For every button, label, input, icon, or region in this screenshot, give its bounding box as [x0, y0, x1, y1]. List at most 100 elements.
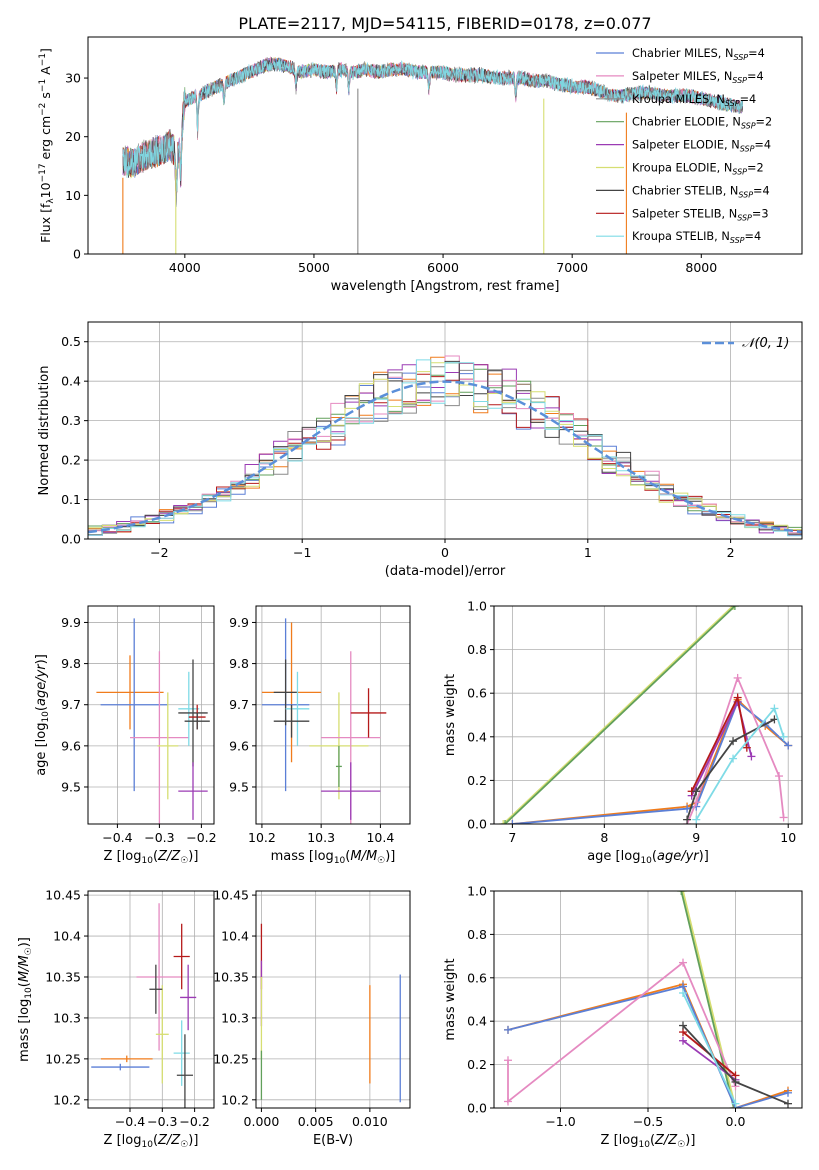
label-part: Salpeter MILES, N — [632, 70, 732, 83]
plot-area — [96, 618, 210, 824]
error-bar-point — [350, 688, 387, 738]
y-tick-label: 10.4 — [53, 929, 81, 944]
residual-histogram-panel: −2 −1 0 1 2 0.0 0.1 0.2 0.3 0.4 0.5 (data-model)/er… — [37, 321, 803, 579]
legend-entry: 𝒩(0, 1) — [742, 336, 789, 351]
label-part: Kroupa STELIB, N — [632, 230, 730, 243]
error-bar-point — [173, 923, 190, 990]
x-axis-label: wavelength [Angstrom, rest frame] — [331, 279, 560, 294]
y-tick-label: 10.2 — [53, 1092, 81, 1107]
x-tick-label: 9 — [692, 830, 700, 845]
label-part: −17 — [38, 163, 48, 182]
label-part: erg cm — [38, 116, 53, 164]
axes-frame — [493, 605, 803, 825]
label-part: 10 — [334, 856, 346, 866]
x-tick-label: 0 — [441, 545, 449, 560]
label-part: 10 — [38, 182, 53, 198]
label-part: SSP — [725, 99, 740, 108]
label-part: 10 — [640, 856, 652, 866]
error-bar-point — [100, 618, 168, 792]
y-axis-label: Flux [fλ10−17 erg cm−2 s−1 A−1] — [38, 48, 56, 243]
y-tick-label: 9.7 — [61, 697, 81, 712]
weight-series-line — [504, 606, 736, 824]
error-bar-point — [157, 692, 179, 800]
weight-series-line — [695, 706, 785, 821]
y-tick-label: 1.0 — [467, 884, 487, 899]
x-axis-label: Z [log10(Z/Z☉)] — [104, 849, 199, 866]
label-part: 10 — [24, 987, 34, 999]
plot-area — [504, 891, 792, 1108]
label-part: ( — [34, 706, 49, 711]
label-part: A — [38, 66, 53, 79]
label-part: 10 — [41, 711, 51, 723]
label-part: age [log — [587, 849, 640, 864]
plot-area — [261, 618, 387, 824]
label-part: Chabrier MILES, N — [632, 47, 733, 60]
label-part: SSP — [737, 213, 752, 222]
weight-series-line — [512, 700, 789, 824]
y-tick-label: 20 — [65, 129, 81, 144]
x-tick-label: 0.010 — [352, 1114, 388, 1129]
label-part: ☉ — [180, 856, 188, 866]
label-part: Z/Z — [157, 849, 181, 864]
axes-frame — [87, 890, 215, 1109]
x-axis-label: mass [log10(M/M☉)] — [271, 849, 396, 866]
label-part: =4 — [744, 230, 761, 243]
axes-frame — [87, 605, 215, 825]
label-part: Z/Z — [654, 1133, 678, 1148]
y-tick-label: 0.2 — [467, 773, 487, 788]
label-part: ☉ — [377, 856, 385, 866]
label-part: Z [log — [601, 1133, 639, 1148]
label-part: Chabrier ELODIE, N — [632, 116, 741, 129]
y-tick-label: 10.25 — [45, 1051, 81, 1066]
label-part: λ — [46, 198, 56, 204]
label-part: Flux [f — [38, 203, 53, 243]
label-part: Kroupa ELODIE, N — [632, 162, 732, 175]
x-tick-label: −0.3 — [144, 830, 174, 845]
y-tick-label: 0.5 — [61, 334, 81, 349]
y-tick-label: 0.4 — [61, 374, 81, 389]
label-part: SSP — [730, 236, 745, 245]
label-part: 10 — [141, 856, 153, 866]
x-tick-label: 2 — [727, 545, 735, 560]
y-tick-label: 30 — [65, 71, 81, 86]
mass-weight-vs-metallicity-panel: −1.0 −0.5 0.0 0.0 0.2 0.4 0.6 0.8 1.0 mass weight… — [443, 884, 803, 1150]
legend-entry: Chabrier MILES, NSSP=4 — [632, 47, 765, 62]
label-part: −1 — [38, 53, 48, 66]
error-bar-point — [285, 671, 310, 746]
label-part: s — [38, 92, 53, 103]
x-tick-label: 10 — [780, 830, 796, 845]
label-part: M/M — [17, 955, 32, 982]
label-part: )] — [34, 654, 49, 664]
mass-vs-metallicity-panel: −0.4 −0.3 −0.2 10.2 10.25 10.3 10.35 10.4 10.45 Z… — [17, 888, 215, 1150]
error-bar-point — [155, 985, 169, 1084]
y-axis-label: mass [log10(M/M☉)] — [17, 937, 34, 1062]
axes-frame — [87, 36, 803, 255]
label-part: age/yr — [34, 663, 49, 706]
x-tick-label: −0.2 — [179, 1114, 209, 1129]
x-tick-label: −0.5 — [633, 1114, 663, 1129]
x-tick-label: 0.000 — [244, 1114, 280, 1129]
normal-curve — [88, 380, 802, 534]
x-tick-label: 7000 — [556, 260, 588, 275]
y-tick-label: 0.3 — [61, 413, 81, 428]
label-part: ( — [345, 849, 350, 864]
x-tick-label: 8000 — [685, 260, 717, 275]
histogram-step — [88, 359, 802, 537]
error-bar-point — [335, 745, 342, 787]
x-tick-label: 5000 — [298, 260, 330, 275]
label-part: 10 — [141, 1140, 153, 1150]
x-tick-label: 0.005 — [298, 1114, 334, 1129]
y-tick-label: 0.2 — [61, 453, 81, 468]
label-part: SSP — [740, 145, 755, 154]
label-part: =3 — [752, 207, 769, 220]
y-tick-label: 10.3 — [221, 1010, 249, 1025]
label-part: M/M — [350, 849, 377, 864]
x-tick-label: 0.0 — [726, 1114, 746, 1129]
label-part: )] — [699, 849, 709, 864]
label-part: Salpeter STELIB, N — [632, 207, 737, 220]
y-tick-label: 0.0 — [467, 817, 487, 832]
mass-vs-ebv-panel: 0.000 0.005 0.010 10.2 10.25 10.3 10.35 10.4 10.… — [213, 888, 411, 1148]
age-vs-metallicity-panel: −0.4 −0.3 −0.29.59.69.79.89.9Z [log10(Z/Z☉… — [34, 605, 217, 866]
label-part: age [log — [34, 723, 49, 776]
error-bar-point — [180, 964, 197, 1031]
